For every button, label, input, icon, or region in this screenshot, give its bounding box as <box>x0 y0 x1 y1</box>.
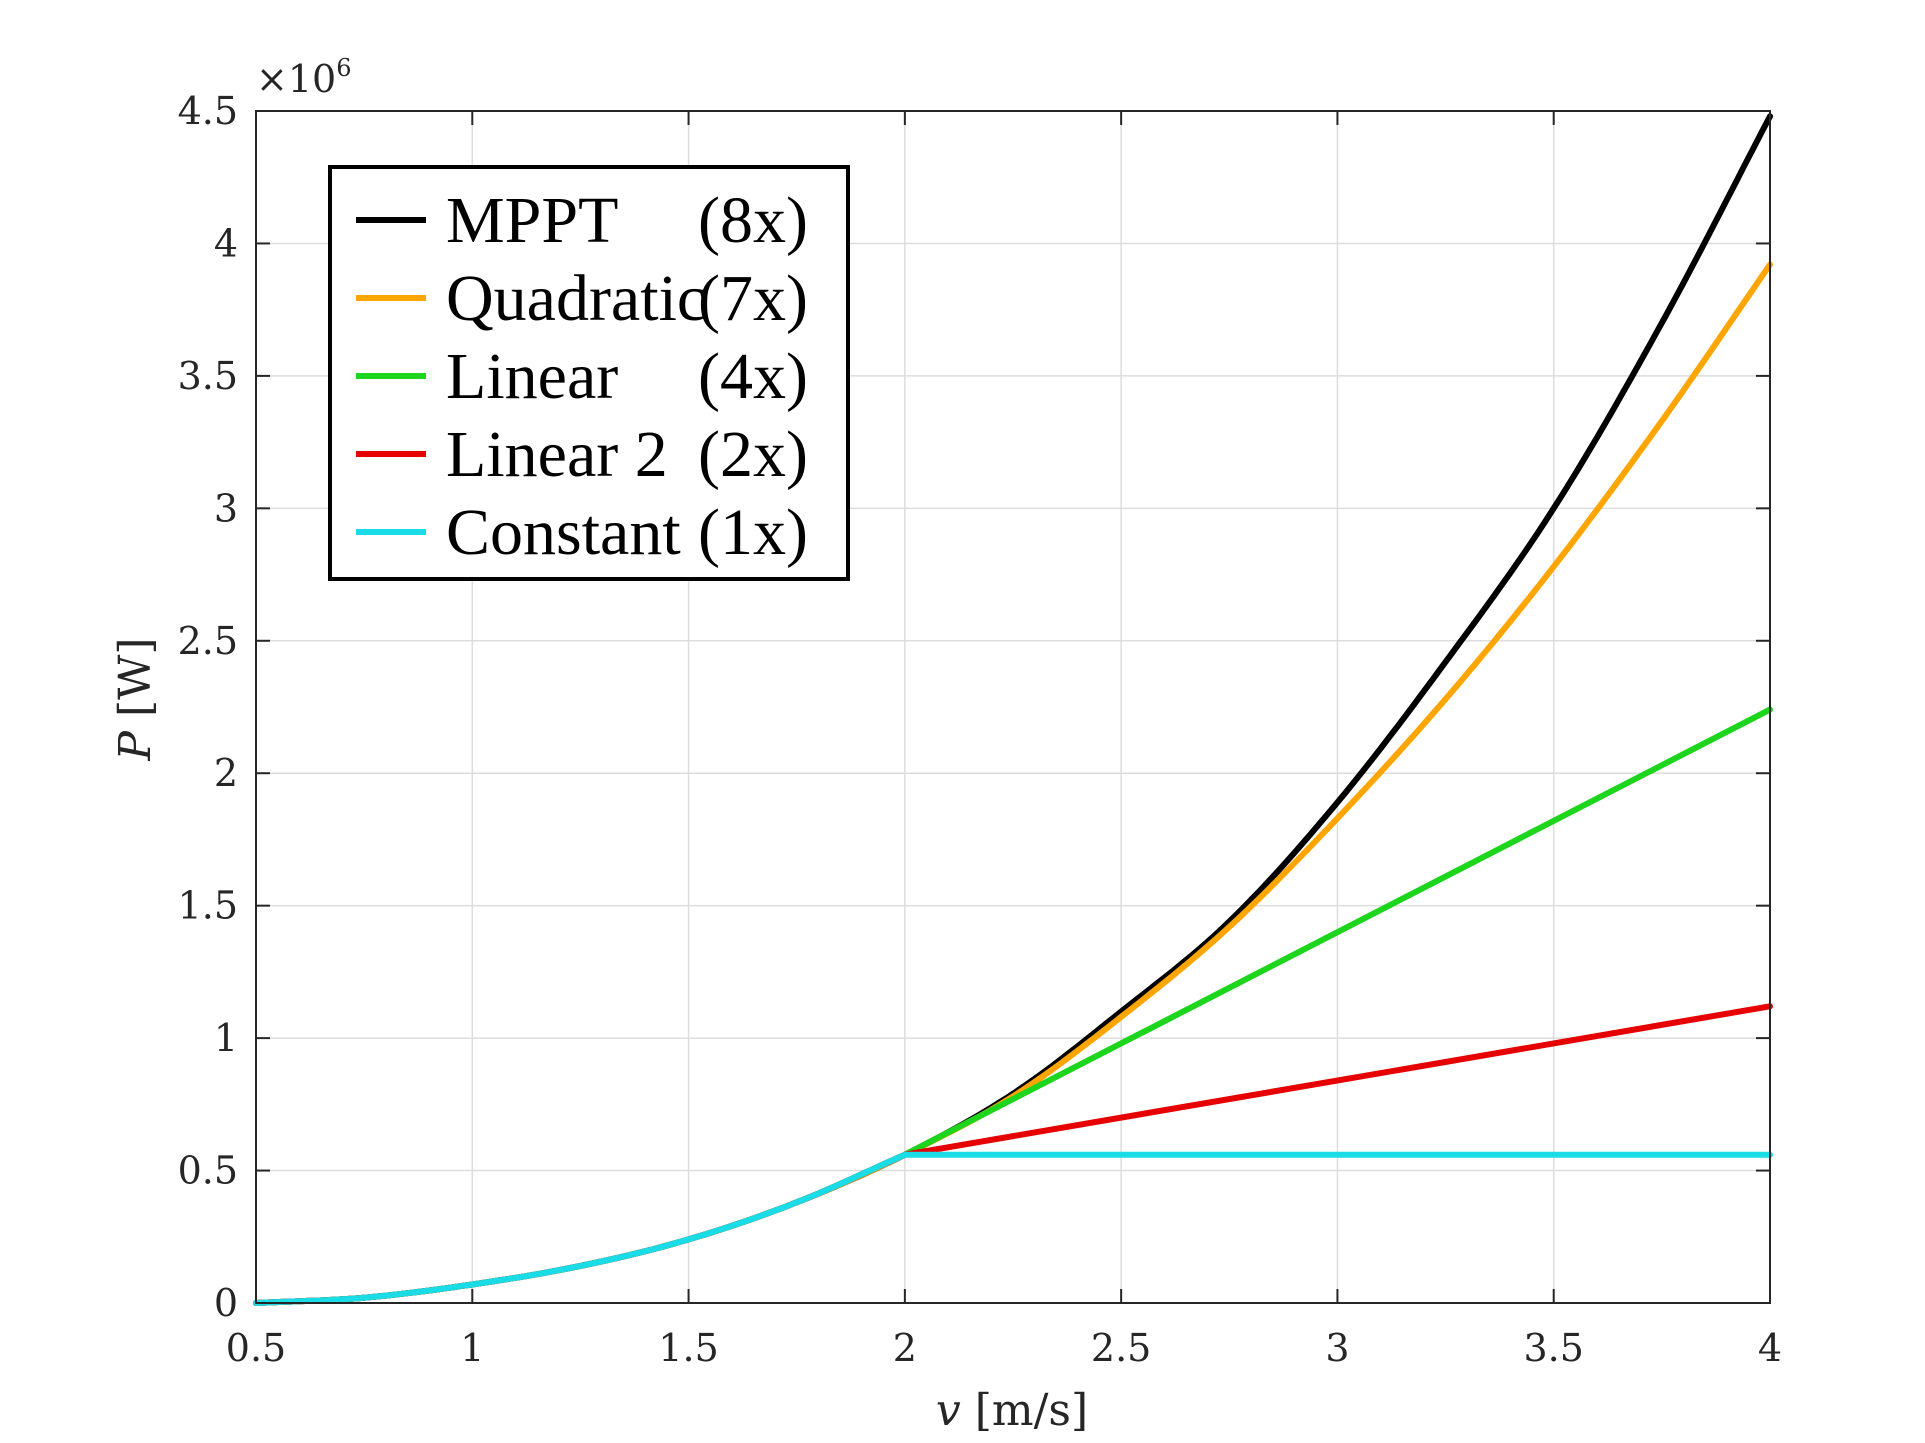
legend-note-mppt: (8x) <box>698 184 808 257</box>
y-tick-label: 0.5 <box>178 1149 238 1193</box>
legend-note-quadratic: (7x) <box>698 262 808 335</box>
y-tick-label: 2.5 <box>178 619 238 663</box>
legend-label-quadratic: Quadratic <box>446 262 706 335</box>
tick-labels-layer: 0.5 1 1.5 2 2.5 3 3.5 400.511.522.533.544.5 <box>178 89 1783 1370</box>
series-layer <box>253 113 1773 1306</box>
legend: MPPT (8x)Quadratic(7x) Linear (4x) Linear 2 (… <box>328 165 850 581</box>
x-axis-unit: [m/s] <box>961 1385 1088 1436</box>
legend-items: MPPT (8x)Quadratic(7x) Linear (4x) Linear 2 (… <box>356 184 808 569</box>
legend-note-linear: (4x) <box>698 340 808 413</box>
legend-note-constant: (1x) <box>698 496 808 569</box>
y-axis-multiplier: ×106 <box>256 54 351 101</box>
legend-label-mppt: MPPT <box>446 184 618 257</box>
x-tick-label: 0.5 <box>226 1326 286 1370</box>
y-tick-label: 1.5 <box>178 884 238 928</box>
y-tick-label: 0 <box>214 1281 238 1325</box>
legend-note-linear-2: (2x) <box>698 418 808 491</box>
y-tick-label: 1 <box>214 1016 238 1060</box>
x-tick-label: 3 <box>1325 1326 1349 1370</box>
legend-label-constant: Constant <box>446 496 681 569</box>
series-line-constant <box>253 1151 1773 1306</box>
y-multiplier-base: ×10 <box>256 57 336 101</box>
y-tick-label: 2 <box>214 751 238 795</box>
y-tick-label: 4 <box>214 221 238 265</box>
x-axis-variable: v <box>936 1385 961 1436</box>
x-tick-label: 2.5 <box>1091 1326 1151 1370</box>
x-tick-label: 1 <box>460 1326 484 1370</box>
y-axis-label: P [W] <box>110 637 161 761</box>
x-axis-label: v [m/s] <box>936 1385 1088 1436</box>
y-multiplier-exponent: 6 <box>336 54 351 82</box>
x-tick-label: 2 <box>893 1326 917 1370</box>
x-tick-label: 4 <box>1758 1326 1782 1370</box>
y-tick-label: 3 <box>214 486 238 530</box>
x-tick-label: 1.5 <box>658 1326 718 1370</box>
y-tick-label: 3.5 <box>178 354 238 398</box>
y-axis-unit: [W] <box>110 637 161 731</box>
axes-frame <box>255 110 1771 1304</box>
legend-label-linear: Linear <box>446 340 618 413</box>
ticks-layer <box>255 110 1771 1304</box>
y-tick-label: 4.5 <box>178 89 238 133</box>
legend-label-linear-2: Linear 2 <box>446 418 668 491</box>
y-axis-variable: P <box>110 730 161 762</box>
x-tick-label: 3.5 <box>1523 1326 1583 1370</box>
